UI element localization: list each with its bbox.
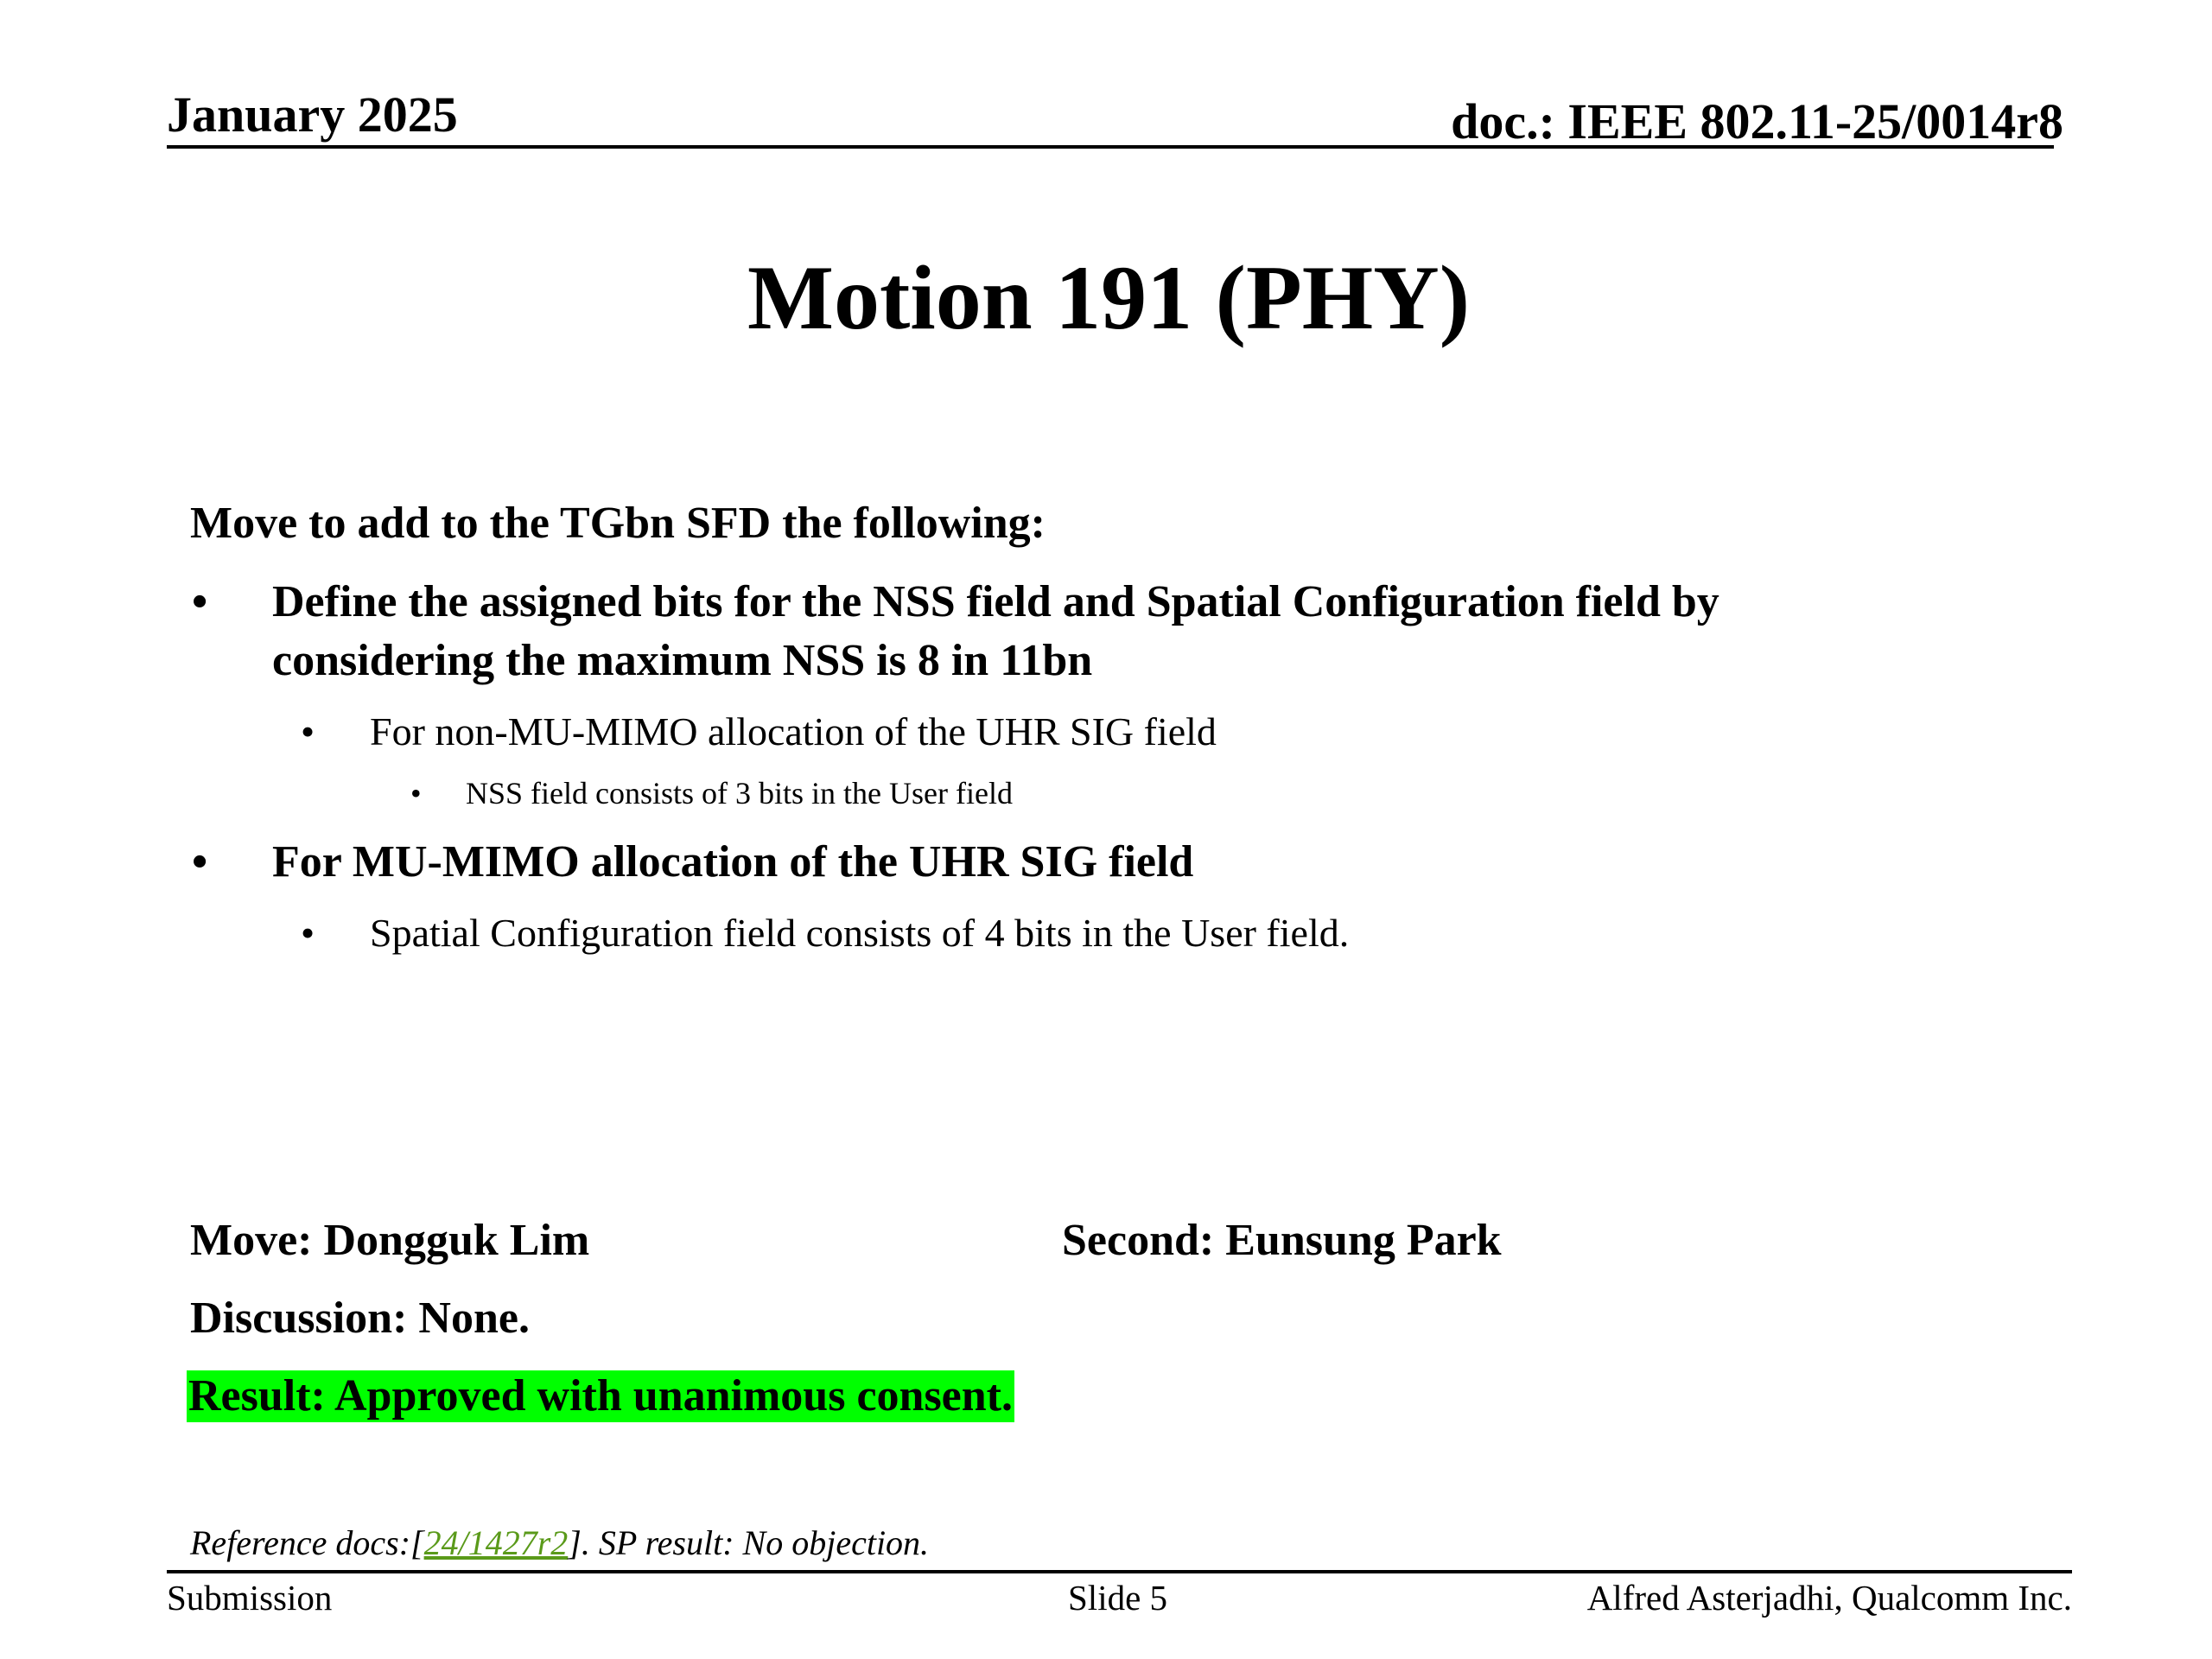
bullet-icon: • <box>192 577 208 626</box>
footer-slide-number: Slide 5 <box>1068 1578 1168 1618</box>
seconder: Second: Eunsung Park <box>1062 1216 1502 1265</box>
bullet-1-subsub: NSS field consists of 3 bits in the User… <box>466 776 1013 810</box>
intro-text: Move to add to the TGbn SFD the followin… <box>190 499 1046 548</box>
mover: Move: Dongguk Lim <box>190 1216 590 1265</box>
footer-submission: Submission <box>167 1578 333 1618</box>
discussion: Discussion: None. <box>190 1294 530 1343</box>
footer-rule <box>167 1570 2072 1573</box>
header-rule <box>167 145 2054 149</box>
bullet-icon: • <box>301 911 315 955</box>
header-date: January 2025 <box>167 86 458 143</box>
bullet-2-sub: Spatial Configuration field consists of … <box>370 911 1350 955</box>
bullet-1-sub: For non-MU-MIMO allocation of the UHR SI… <box>370 709 1217 753</box>
bullet-icon: • <box>192 837 208 887</box>
bullet-1-line-2: considering the maximum NSS is 8 in 11bn <box>272 636 1093 685</box>
reference-prefix: Reference docs:[ <box>190 1523 424 1562</box>
bullet-2-line-1: For MU-MIMO allocation of the UHR SIG fi… <box>272 837 1194 887</box>
bullet-icon: • <box>301 709 315 753</box>
reference-doc-link[interactable]: 24/1427r2 <box>423 1523 569 1562</box>
footer-author: Alfred Asterjadhi, Qualcomm Inc. <box>1586 1578 2072 1618</box>
bullet-1-line-1: Define the assigned bits for the NSS fie… <box>272 577 1719 626</box>
slide-title: Motion 191 (PHY) <box>747 247 1471 348</box>
bullet-icon: • <box>410 776 422 810</box>
reference-line: Reference docs:[24/1427r2]. SP result: N… <box>190 1526 929 1560</box>
reference-suffix: ]. SP result: No objection. <box>568 1523 930 1562</box>
header-doc-id: doc.: IEEE 802.11-25/0014r8 <box>1451 93 2063 149</box>
result-highlighted: Result: Approved with unanimous consent. <box>187 1370 1015 1422</box>
